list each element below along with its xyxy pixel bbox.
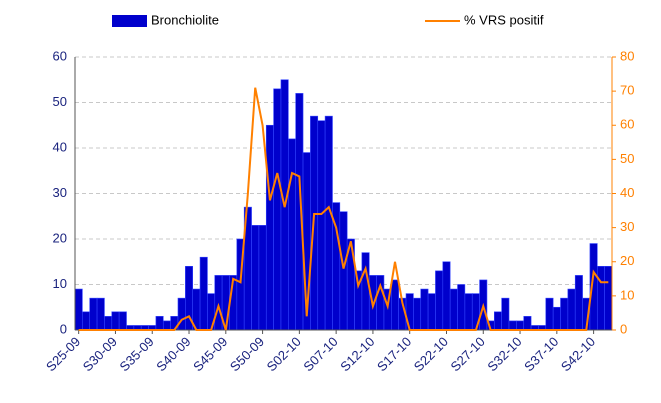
line: [78, 87, 609, 331]
y-tick-label: 60: [53, 48, 67, 63]
bar: [449, 288, 458, 331]
x-tick-label: S50-09: [227, 334, 267, 374]
bar: [604, 265, 613, 331]
bar: [560, 297, 569, 331]
legend-swatch: [112, 15, 147, 27]
bar: [339, 211, 348, 331]
bar: [427, 293, 436, 331]
bar: [317, 120, 326, 331]
bar: [96, 297, 105, 331]
x-tick-label: S22-10: [411, 334, 451, 374]
y2-tick-label: 20: [620, 253, 634, 268]
y2-tick-label: 60: [620, 117, 634, 132]
y-tick-label: 20: [53, 230, 67, 245]
bar: [435, 270, 444, 331]
bar: [89, 297, 98, 331]
bar: [464, 293, 473, 331]
bar: [523, 316, 532, 331]
bar: [288, 138, 296, 331]
bar: [258, 225, 267, 331]
bar: [574, 275, 583, 331]
y-tick-label: 40: [53, 139, 67, 154]
bar: [273, 88, 282, 331]
y-tick-label: 10: [53, 276, 67, 291]
x-tick-label: S02-10: [264, 334, 304, 374]
bar: [324, 115, 333, 331]
x-tick-label: S25-09: [43, 334, 83, 374]
x-tick-label: S12-10: [337, 334, 377, 374]
y-tick-label: 30: [53, 185, 67, 200]
bar: [74, 288, 83, 331]
bar: [508, 320, 517, 331]
bar: [361, 252, 370, 331]
bar: [155, 316, 164, 331]
bar: [567, 288, 576, 331]
bar: [457, 284, 466, 331]
bar: [199, 256, 208, 331]
x-tick-label: S30-09: [80, 334, 120, 374]
y2-tick-label: 70: [620, 83, 634, 98]
bar: [545, 297, 554, 331]
bar: [494, 311, 502, 331]
bar: [111, 311, 120, 331]
bar: [552, 306, 561, 331]
bar: [82, 311, 91, 331]
bar: [596, 265, 605, 331]
bar: [214, 275, 223, 331]
y2-tick-label: 80: [620, 48, 634, 63]
y2-tick-label: 40: [620, 185, 634, 200]
bar: [413, 297, 422, 331]
legend-label: % VRS positif: [464, 12, 544, 27]
bar: [118, 311, 127, 331]
bar: [265, 124, 274, 331]
bar: [162, 320, 171, 331]
y-tick-label: 50: [53, 94, 67, 109]
y2-tick-label: 30: [620, 219, 634, 234]
bar: [516, 320, 525, 331]
x-tick-label: S27-10: [448, 334, 488, 374]
bar: [501, 297, 510, 331]
bar: [420, 288, 429, 331]
legend-label: Bronchiolite: [151, 12, 219, 27]
x-tick-label: S37-10: [521, 334, 561, 374]
x-tick-label: S07-10: [300, 334, 340, 374]
bar: [391, 279, 399, 331]
y2-tick-label: 0: [620, 321, 627, 336]
y-tick-label: 0: [60, 321, 67, 336]
x-tick-label: S42-10: [558, 334, 598, 374]
x-tick-label: S40-09: [153, 334, 193, 374]
y2-tick-label: 50: [620, 151, 634, 166]
y2-tick-label: 10: [620, 287, 634, 302]
x-tick-label: S35-09: [117, 334, 157, 374]
x-tick-label: S17-10: [374, 334, 414, 374]
bar: [177, 297, 186, 331]
bar: [251, 225, 260, 331]
x-tick-label: S32-10: [484, 334, 524, 374]
bar: [104, 316, 113, 331]
x-tick-label: S45-09: [190, 334, 230, 374]
bar: [405, 293, 414, 331]
bar: [442, 261, 451, 331]
